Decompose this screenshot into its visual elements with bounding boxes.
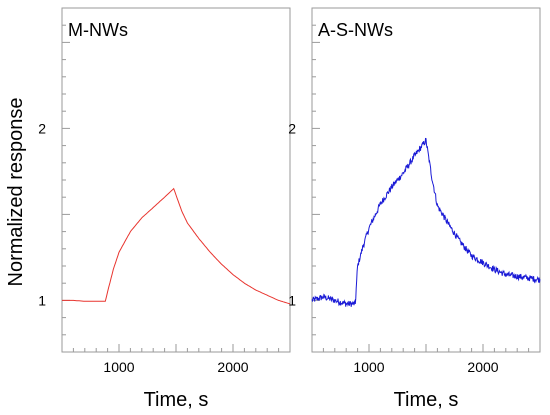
series-line — [62, 187, 291, 305]
panel-1: 1000 2000 1 2 M-NWs Time, s — [38, 7, 291, 411]
y-tick-label: 1 — [38, 292, 46, 308]
panel-2: 1000 2000 1 2 A-S-NWs Time, s — [288, 7, 541, 411]
y-axis-label: Normalized response — [5, 98, 27, 287]
panel-title: A-S-NWs — [318, 20, 393, 40]
plot-frame — [311, 7, 541, 353]
plot-frame — [61, 7, 291, 353]
x-axis-label: Time, s — [144, 389, 209, 411]
y-tick-label: 1 — [288, 292, 296, 308]
y-tick-label: 2 — [38, 120, 46, 136]
x-axis-label: Time, s — [394, 389, 459, 411]
x-tick-label: 2000 — [217, 359, 248, 375]
x-tick-label: 1000 — [353, 359, 384, 375]
y-tick-label: 2 — [288, 120, 296, 136]
x-tick-label: 2000 — [467, 359, 498, 375]
x-tick-label: 1000 — [103, 359, 134, 375]
series-line — [311, 137, 541, 307]
panel-title: M-NWs — [68, 20, 128, 40]
